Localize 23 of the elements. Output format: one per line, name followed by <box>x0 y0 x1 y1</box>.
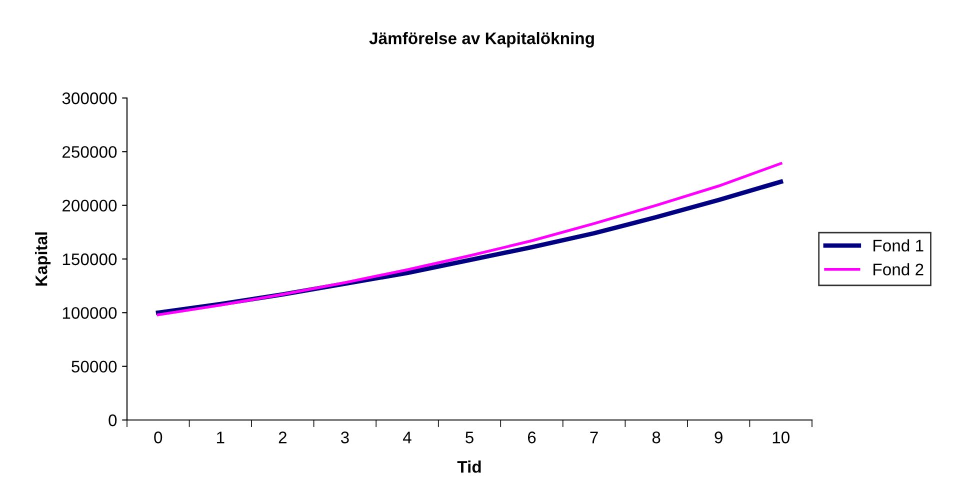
y-tick-label: 250000 <box>62 146 117 158</box>
x-tick-label: 4 <box>402 432 412 444</box>
x-tick-label: 8 <box>652 432 660 444</box>
legend-label: Fond 2 <box>874 263 924 276</box>
y-tick-label: 0 <box>108 414 117 426</box>
y-tick-label: 100000 <box>62 307 117 319</box>
x-axis-title: Tid <box>457 460 481 473</box>
x-tick-label: 5 <box>466 432 474 444</box>
x-tick-label: 7 <box>590 432 598 444</box>
x-tick-label: 6 <box>528 432 536 444</box>
x-tick-label: 10 <box>772 432 790 444</box>
legend-label: Fond 1 <box>874 239 924 252</box>
x-tick-label: 0 <box>154 432 162 444</box>
y-tick-label: 150000 <box>62 253 117 266</box>
y-tick-label: 50000 <box>72 360 117 373</box>
y-axis-title: Kapital <box>35 232 51 286</box>
x-tick-label: 3 <box>340 432 349 444</box>
x-tick-label: 1 <box>217 432 224 444</box>
y-tick-label: 200000 <box>62 200 117 212</box>
chart-title: Jämförelse av Kapitalökning <box>369 32 594 48</box>
x-tick-label: 9 <box>714 432 722 444</box>
x-tick-label: 2 <box>278 432 286 444</box>
y-tick-label: 300000 <box>62 92 117 104</box>
